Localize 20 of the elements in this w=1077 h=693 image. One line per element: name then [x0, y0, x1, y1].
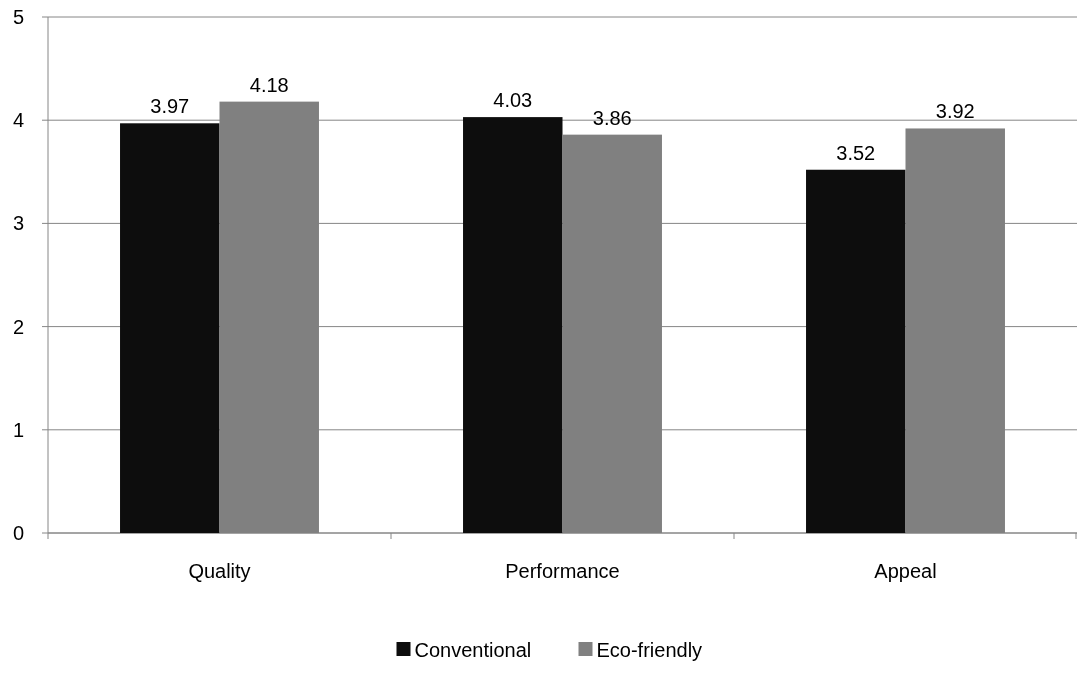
x-tick-label: Appeal: [874, 560, 937, 582]
data-label: 3.86: [592, 106, 632, 129]
y-tick-label: 1: [12, 418, 24, 441]
data-label: 4.18: [249, 73, 289, 96]
x-tick-label: Quality: [188, 560, 251, 582]
x-tick-label: Performance: [505, 560, 620, 582]
y-tick-label: 5: [12, 6, 24, 28]
data-label: 3.97: [150, 95, 190, 118]
data-label: 3.92: [935, 100, 975, 123]
y-tick-label: 4: [12, 109, 24, 132]
bar: [806, 169, 906, 533]
bar: [463, 117, 563, 533]
y-tick-label: 3: [12, 212, 24, 235]
data-label: 3.52: [836, 141, 876, 164]
legend-label: Eco-friendly: [596, 639, 703, 661]
data-label: 4.03: [493, 89, 533, 112]
legend-label: Conventional: [414, 639, 532, 661]
y-tick-label: 2: [12, 315, 24, 338]
bar: [120, 123, 220, 533]
y-tick-label: 0: [12, 522, 24, 544]
